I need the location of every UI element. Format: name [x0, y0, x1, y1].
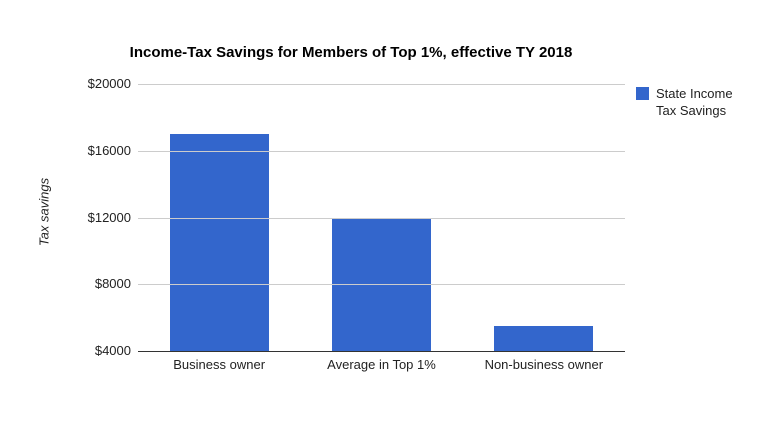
y-axis-title: Tax savings: [36, 177, 52, 247]
legend-label-line-2: Tax Savings: [656, 103, 727, 118]
bar-column: [138, 84, 300, 351]
x-axis-label-average-in-top-1-: Average in Top 1%: [327, 357, 436, 372]
y-axis-tick-label: $8000: [94, 276, 131, 292]
y-axis-tick-label: $20000: [87, 76, 131, 91]
y-axis-tick-label: $4000: [94, 343, 131, 358]
gridline: [138, 84, 625, 85]
legend-label-line-1: State Income: [656, 86, 733, 101]
plot-area: [138, 84, 625, 352]
y-axis-tick-label: $12000: [87, 209, 131, 225]
gridline: [138, 150, 625, 152]
x-axis-label-business-owner: Business owner: [173, 357, 266, 372]
x-axis-labels: Business owner Average in Top 1% Non-busin…: [138, 357, 625, 372]
gridline: [138, 217, 625, 219]
legend-label: State Income Tax Savings: [656, 85, 733, 119]
y-axis-tick-label: $16000: [87, 142, 131, 158]
legend-swatch: [636, 87, 649, 100]
chart-title: Income-Tax Savings for Members of Top 1%…: [129, 44, 573, 61]
gridline: [138, 284, 625, 286]
legend: State Income Tax Savings: [636, 85, 733, 119]
bar-non-business-owner[interactable]: [494, 325, 594, 351]
bar-column: [463, 84, 625, 351]
bar-business-owner[interactable]: [169, 134, 269, 351]
x-axis-label-non-business-owner: Non-business owner: [484, 357, 604, 372]
